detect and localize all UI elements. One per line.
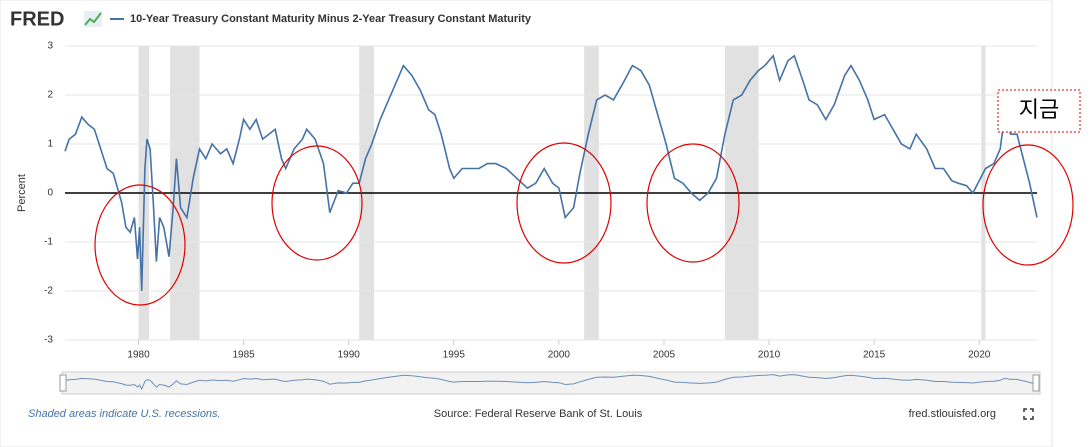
y-tick-label: 0 xyxy=(47,188,53,199)
logo: FRED xyxy=(10,8,64,30)
x-tick-label: 2010 xyxy=(758,350,781,361)
x-tick-label: 2020 xyxy=(968,350,991,361)
annotation-circles xyxy=(94,142,1074,306)
y-tick-label: -2 xyxy=(44,286,53,297)
y-tick-label: -3 xyxy=(44,335,53,346)
navigator-handle[interactable] xyxy=(1032,374,1040,392)
y-axis-label: Percent xyxy=(16,174,28,212)
site-link[interactable]: fred.stlouisfed.org xyxy=(909,408,996,420)
footer-note: Shaded areas indicate U.S. recessions. xyxy=(28,408,221,420)
fullscreen-icon[interactable] xyxy=(1023,408,1034,420)
x-tick-label: 2015 xyxy=(863,350,886,361)
y-tick-label: 3 xyxy=(47,41,53,52)
legend-label: 10-Year Treasury Constant Maturity Minus… xyxy=(130,13,532,25)
x-tick-label: 1985 xyxy=(233,350,256,361)
x-tick-label: 1995 xyxy=(443,350,466,361)
annotation: 지금 xyxy=(1019,97,1059,122)
source: Source: Federal Reserve Bank of St. Loui… xyxy=(434,408,643,420)
x-tick-label: 2005 xyxy=(653,350,676,361)
navigator-series xyxy=(64,374,1038,391)
annotation-box xyxy=(997,89,1081,133)
logo-icon xyxy=(84,11,102,27)
x-tick-label: 2000 xyxy=(548,350,571,361)
navigator-handle[interactable] xyxy=(59,374,67,392)
y-tick-label: 2 xyxy=(47,90,53,101)
y-tick-label: 1 xyxy=(47,139,53,150)
x-tick-label: 1980 xyxy=(127,350,150,361)
y-tick-label: -1 xyxy=(44,237,53,248)
navigator[interactable] xyxy=(61,371,1041,395)
x-tick-label: 1990 xyxy=(338,350,361,361)
line-series xyxy=(64,54,1038,292)
